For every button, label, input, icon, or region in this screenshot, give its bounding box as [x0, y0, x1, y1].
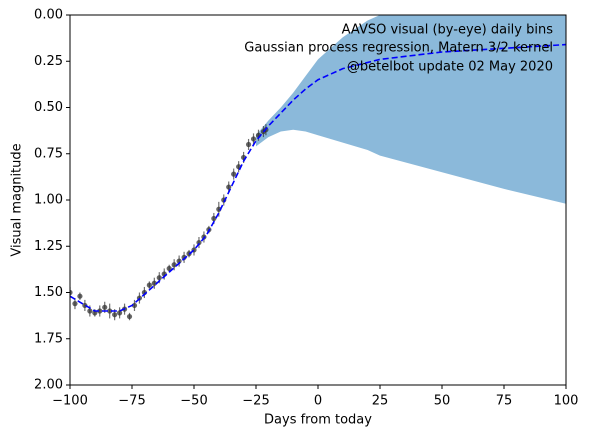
- annotation: @betelbot update 02 May 2020: [347, 60, 553, 75]
- data-point: [107, 308, 113, 314]
- data-point: [77, 293, 83, 299]
- plot-area: [70, 15, 566, 321]
- data-point: [196, 239, 202, 246]
- y-tick-label: 1.50: [34, 285, 63, 300]
- data-point: [171, 262, 177, 268]
- y-tick-label: 0.50: [34, 100, 63, 115]
- x-tick-label: −25: [242, 394, 269, 409]
- data-point: [146, 282, 152, 288]
- y-tick-label: 1.00: [34, 193, 63, 208]
- annotation: Gaussian process regression, Matern 3/2 …: [244, 41, 553, 56]
- confidence-band: [256, 15, 566, 204]
- data-point: [216, 206, 222, 212]
- x-tick-label: 25: [372, 394, 389, 409]
- data-point: [166, 265, 172, 272]
- data-point: [231, 171, 237, 177]
- data-point: [97, 308, 103, 314]
- data-point: [112, 312, 118, 318]
- y-tick-label: 0.00: [34, 8, 63, 23]
- y-tick-label: 0.25: [34, 54, 63, 69]
- data-point: [131, 302, 138, 309]
- x-tick-label: 50: [434, 394, 451, 409]
- gp-mean-line: [70, 43, 566, 312]
- data-point: [126, 313, 133, 320]
- data-point: [87, 308, 93, 314]
- y-tick-label: 1.75: [34, 331, 63, 346]
- annotation: AAVSO visual (by-eye) daily bins: [342, 23, 554, 38]
- y-tick-label: 0.75: [34, 146, 63, 161]
- data-point: [211, 215, 217, 222]
- x-tick-label: 0: [314, 394, 322, 409]
- y-tick-label: 2.00: [34, 378, 63, 393]
- data-point: [102, 304, 108, 310]
- y-tick-label: 1.25: [34, 239, 63, 254]
- data-point: [156, 275, 162, 281]
- data-point: [70, 289, 73, 296]
- y-axis-label: Visual magnitude: [10, 143, 25, 256]
- data-point: [250, 136, 257, 142]
- data-point: [245, 141, 252, 148]
- x-axis-label: Days from today: [264, 413, 372, 428]
- x-tick-label: −100: [52, 394, 88, 409]
- x-tick-label: 75: [496, 394, 513, 409]
- x-tick-label: 100: [554, 394, 579, 409]
- data-point: [117, 310, 123, 316]
- data-point: [226, 184, 232, 190]
- x-tick-label: −50: [180, 394, 207, 409]
- data-point: [176, 258, 182, 264]
- data-point: [72, 301, 78, 307]
- x-tick-label: −75: [118, 394, 145, 409]
- data-point: [151, 280, 157, 286]
